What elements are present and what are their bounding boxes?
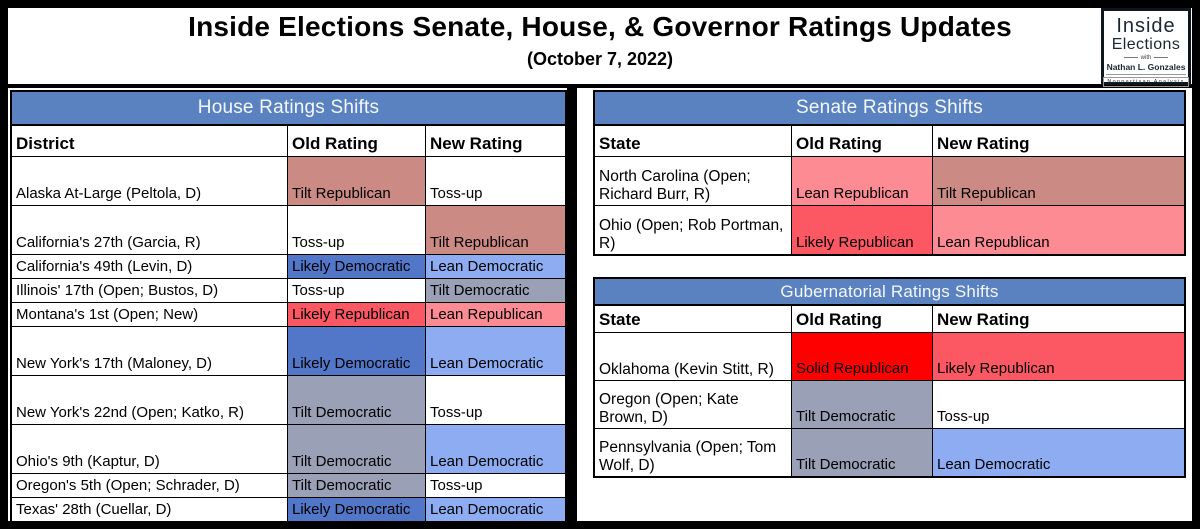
old-rating-cell: Tilt Democratic [288, 474, 425, 497]
new-rating-cell: Lean Democratic [426, 327, 565, 375]
section-divider-line [567, 84, 577, 521]
row-label: Pennsylvania (Open; Tom Wolf, D) [595, 429, 791, 476]
new-rating-cell: Lean Democratic [933, 429, 1184, 476]
row-label: Ohio's 9th (Kaptur, D) [12, 425, 287, 473]
senate-ratings-table: Senate Ratings Shifts State Old Rating New… [593, 90, 1186, 256]
senate-table-title: Senate Ratings Shifts [593, 90, 1186, 124]
logo-with-label: with [1124, 55, 1169, 61]
page-title: Inside Elections Senate, House, & Govern… [188, 11, 1012, 42]
new-rating-cell: Lean Democratic [426, 425, 565, 473]
inside-elections-logo: Inside Elections with Nathan L. Gonzales… [1101, 8, 1191, 87]
old-rating-cell: Likely Democratic [288, 498, 425, 521]
old-rating-cell: Likely Republican [792, 206, 932, 254]
gubernatorial-table-title: Gubernatorial Ratings Shifts [593, 277, 1186, 304]
column-header-new-rating: New Rating [933, 306, 1184, 332]
logo-name-top: Inside [1116, 15, 1176, 37]
old-rating-cell: Tilt Republican [288, 157, 425, 205]
new-rating-cell: Toss-up [426, 157, 565, 205]
new-rating-cell: Lean Democratic [426, 498, 565, 521]
page-subtitle: (October 7, 2022) [526, 49, 674, 70]
column-header-state: State [595, 306, 791, 332]
senate-table-grid: State Old Rating New Rating North Carolina … [593, 124, 1186, 256]
row-label: Illinois' 17th (Open; Bustos, D) [12, 279, 287, 302]
old-rating-cell: Solid Republican [792, 333, 932, 380]
logo-tagline: Nonpartisan Analysis [1103, 76, 1189, 87]
old-rating-cell: Tilt Democratic [792, 381, 932, 428]
new-rating-cell: Tilt Republican [933, 157, 1184, 205]
old-rating-cell: Tilt Democratic [288, 425, 425, 473]
column-header-old-rating: Old Rating [792, 306, 932, 332]
new-rating-cell: Likely Republican [933, 333, 1184, 380]
row-label: Texas' 28th (Cuellar, D) [12, 498, 287, 521]
old-rating-cell: Toss-up [288, 206, 425, 254]
header-divider-line [0, 84, 1200, 88]
new-rating-cell: Lean Democratic [426, 255, 565, 278]
row-label: Oregon's 5th (Open; Schrader, D) [12, 474, 287, 497]
column-header-district: District [12, 126, 287, 156]
house-ratings-table: House Ratings Shifts District Old Rating N… [10, 90, 567, 523]
row-label: Montana's 1st (Open; New) [12, 303, 287, 326]
new-rating-cell: Lean Republican [426, 303, 565, 326]
column-header-state: State [595, 126, 791, 156]
row-label: North Carolina (Open; Richard Burr, R) [595, 157, 791, 205]
old-rating-cell: Likely Democratic [288, 327, 425, 375]
new-rating-cell: Tilt Democratic [426, 279, 565, 302]
gubernatorial-ratings-table: Gubernatorial Ratings Shifts State Old Ra… [593, 277, 1186, 478]
column-header-old-rating: Old Rating [288, 126, 425, 156]
old-rating-cell: Toss-up [288, 279, 425, 302]
row-label: Alaska At-Large (Peltola, D) [12, 157, 287, 205]
house-table-title: House Ratings Shifts [10, 90, 567, 124]
new-rating-cell: Tilt Republican [426, 206, 565, 254]
header: Inside Elections Senate, House, & Govern… [0, 11, 1200, 70]
new-rating-cell: Lean Republican [933, 206, 1184, 254]
row-label: California's 49th (Levin, D) [12, 255, 287, 278]
gubernatorial-table-grid: State Old Rating New Rating Oklahoma (Kevin… [593, 304, 1186, 478]
old-rating-cell: Tilt Democratic [288, 376, 425, 424]
row-label: Oklahoma (Kevin Stitt, R) [595, 333, 791, 380]
row-label: California's 27th (Garcia, R) [12, 206, 287, 254]
old-rating-cell: Lean Republican [792, 157, 932, 205]
row-label: Ohio (Open; Rob Portman, R) [595, 206, 791, 254]
old-rating-cell: Likely Democratic [288, 255, 425, 278]
new-rating-cell: Toss-up [426, 474, 565, 497]
row-label: New York's 22nd (Open; Katko, R) [12, 376, 287, 424]
logo-name-bottom: Elections [1111, 36, 1181, 53]
old-rating-cell: Tilt Democratic [792, 429, 932, 476]
row-label: New York's 17th (Maloney, D) [12, 327, 287, 375]
column-header-new-rating: New Rating [933, 126, 1184, 156]
new-rating-cell: Toss-up [426, 376, 565, 424]
new-rating-cell: Toss-up [933, 381, 1184, 428]
house-table-grid: District Old Rating New Rating Alaska At-La… [10, 124, 567, 523]
column-header-new-rating: New Rating [426, 126, 565, 156]
logo-author: Nathan L. Gonzales [1105, 62, 1187, 75]
old-rating-cell: Likely Republican [288, 303, 425, 326]
column-header-old-rating: Old Rating [792, 126, 932, 156]
row-label: Oregon (Open; Kate Brown, D) [595, 381, 791, 428]
